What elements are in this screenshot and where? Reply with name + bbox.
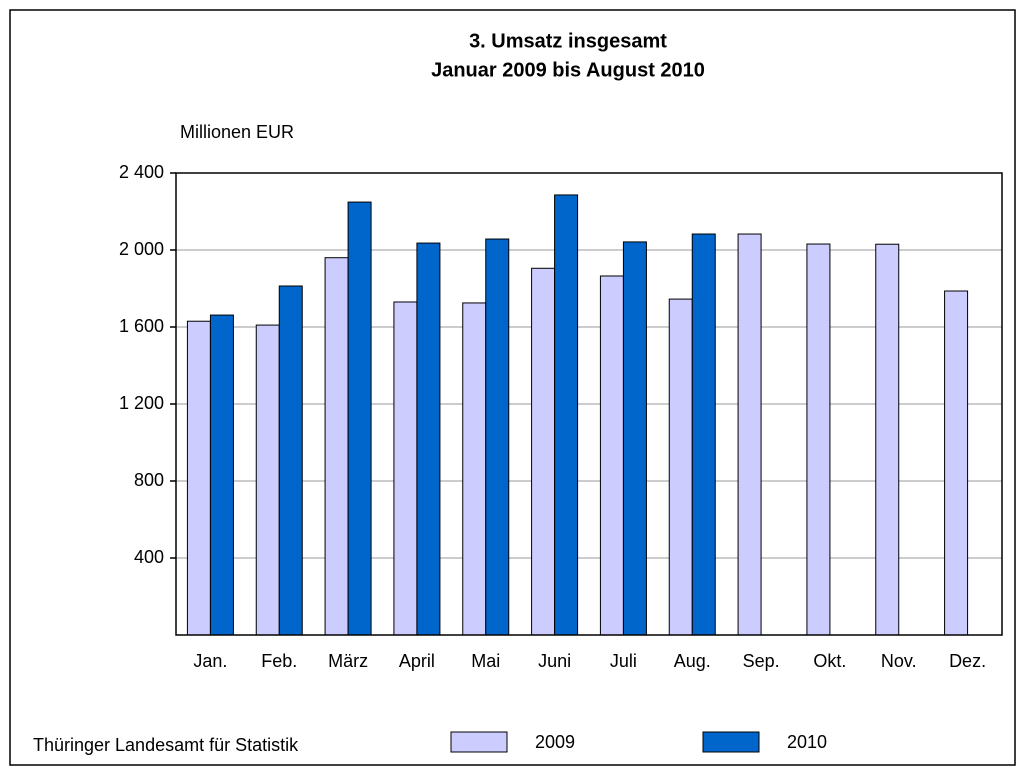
y-axis-label: Millionen EUR — [180, 122, 294, 142]
y-tick-label: 400 — [134, 547, 164, 567]
bar — [324, 257, 349, 636]
bar — [485, 238, 510, 636]
bar — [347, 201, 372, 636]
bar — [599, 275, 624, 636]
bar — [622, 241, 647, 636]
x-tick-label: März — [328, 651, 368, 671]
bar — [668, 298, 693, 636]
bar — [462, 302, 487, 636]
bar — [393, 301, 418, 636]
x-tick-label: Dez. — [949, 651, 986, 671]
bar — [416, 242, 441, 636]
legend-label: 2009 — [535, 732, 575, 752]
x-tick-label: Juli — [610, 651, 637, 671]
legend-label: 2010 — [787, 732, 827, 752]
x-tick-label: Nov. — [881, 651, 917, 671]
bar — [531, 267, 556, 636]
bar — [278, 285, 303, 636]
bar — [186, 320, 211, 636]
y-tick-label: 1 600 — [119, 316, 164, 336]
legend-swatch — [702, 731, 760, 753]
bar — [554, 194, 579, 636]
y-tick-label: 2 000 — [119, 239, 164, 259]
x-tick-label: Sep. — [743, 651, 780, 671]
bar — [255, 324, 280, 636]
bar — [209, 314, 234, 636]
plot-frame — [175, 172, 1003, 636]
chart-title: 3. Umsatz insgesamt — [469, 30, 667, 52]
bar — [875, 243, 900, 636]
x-tick-label: Jan. — [193, 651, 227, 671]
legend-swatch — [450, 731, 508, 753]
bar — [806, 243, 831, 636]
x-tick-label: April — [399, 651, 435, 671]
source: Thüringer Landesamt für Statistik — [33, 735, 299, 755]
y-tick-label: 800 — [134, 470, 164, 490]
x-tick-label: Aug. — [674, 651, 711, 671]
x-tick-label: Feb. — [261, 651, 297, 671]
x-tick-label: Okt. — [813, 651, 846, 671]
bar — [691, 233, 716, 636]
x-tick-label: Juni — [538, 651, 571, 671]
bar — [944, 290, 969, 636]
y-tick-label: 2 400 — [119, 162, 164, 182]
bar — [737, 233, 762, 636]
y-tick-label: 1 200 — [119, 393, 164, 413]
chart-subtitle: Januar 2009 bis August 2010 — [431, 59, 705, 81]
x-tick-label: Mai — [471, 651, 500, 671]
